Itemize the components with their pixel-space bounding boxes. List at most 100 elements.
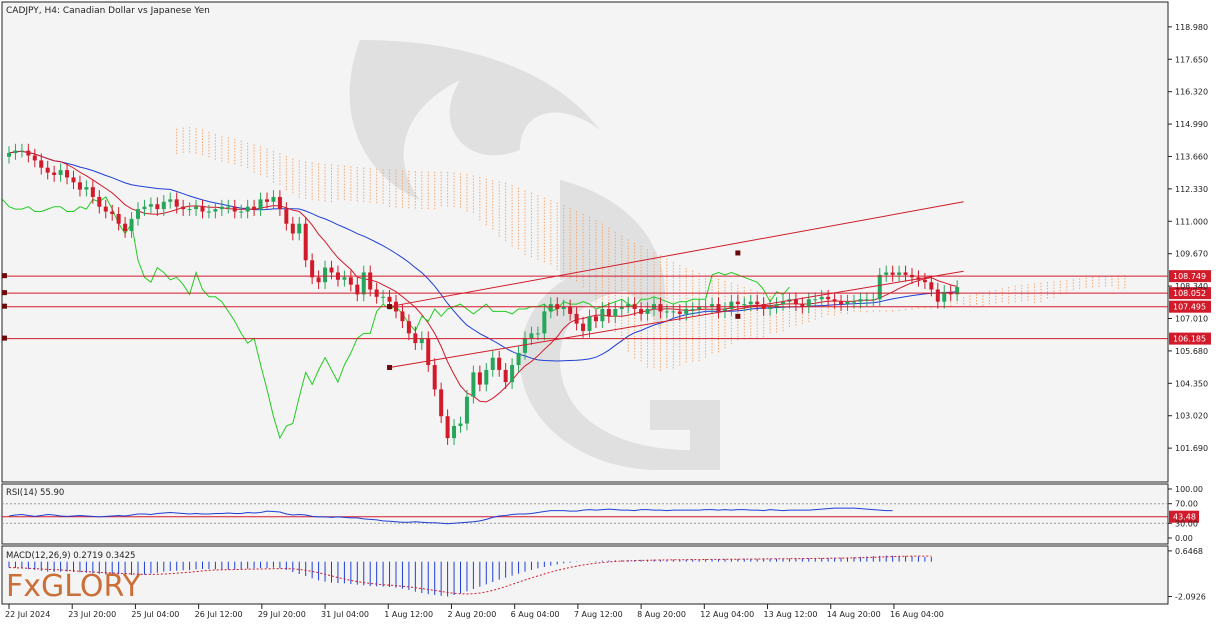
trend-line-anchor [387, 304, 393, 310]
macd-layer: 0.6468 -2.0926 [8, 547, 1206, 602]
candle-body [613, 309, 618, 317]
price-level-anchor [2, 303, 7, 309]
candle-body [516, 352, 521, 366]
candle-body [484, 369, 489, 385]
price-axis-tick-label: 118.980 [1175, 23, 1208, 32]
candle-body [871, 299, 876, 301]
candle-body [458, 423, 463, 426]
candle-body [310, 260, 315, 278]
candle-body [845, 301, 850, 305]
candle-body [252, 206, 257, 210]
price-levels-layer: 108.749 108.052 107.495 106.185 [2, 201, 1211, 370]
candle-body [400, 311, 405, 322]
candle-body [297, 223, 302, 234]
candle-body [90, 187, 95, 197]
candle-body [755, 301, 760, 305]
candle-body [561, 306, 566, 310]
price-axis-tick-label: 104.350 [1175, 379, 1208, 388]
candle-body [716, 304, 721, 312]
candle-body [206, 211, 211, 213]
price-level-tag-label: 107.495 [1173, 303, 1206, 312]
time-axis-tick-label: 26 Jul 12:00 [195, 610, 243, 619]
candle-body [819, 296, 824, 300]
candle-body [52, 172, 57, 175]
candle-body [426, 338, 431, 366]
time-axis-tick-label: 29 Jul 20:00 [258, 610, 306, 619]
candle-body [490, 357, 495, 370]
price-axis-tick-label: 112.330 [1175, 185, 1208, 194]
candle-body [168, 199, 173, 202]
candle-body [942, 291, 947, 302]
macd-pane [1, 545, 1169, 605]
candle-body [884, 272, 889, 275]
price-axis-tick-label: 109.670 [1175, 250, 1208, 259]
candle-body [452, 425, 457, 439]
candle-body [548, 304, 553, 312]
candle-body [626, 304, 631, 307]
symbol-title: CADJPY, H4: Canadian Dollar vs Japanese … [6, 6, 210, 16]
candle-body [748, 301, 753, 305]
tenkan-sen-line [8, 150, 958, 403]
candle-body [645, 309, 650, 314]
candle-body [464, 396, 469, 424]
candle-body [142, 206, 147, 210]
trend-line [389, 270, 964, 368]
price-level-tag [1169, 270, 1211, 283]
rsi-pane [1, 483, 1169, 545]
candle-body [935, 289, 940, 302]
candle-body [284, 209, 289, 224]
trend-line-anchor [735, 313, 741, 319]
candle-body [710, 304, 715, 307]
candle-body [826, 296, 831, 300]
macd-axis-tick-label: -2.0926 [1175, 593, 1206, 602]
price-axis-tick-label: 113.660 [1175, 152, 1208, 161]
candle-body [65, 170, 70, 178]
candle-body [542, 311, 547, 334]
price-axis: 118.980 117.650 116.320 114.990 113.660 112.3… [1168, 23, 1208, 453]
candle-body [103, 206, 108, 212]
candle-body [406, 321, 411, 334]
candle-body [839, 301, 844, 305]
candle-body [290, 223, 295, 234]
rsi-title: RSI(14) 55.90 [6, 488, 64, 498]
candle-body [735, 301, 740, 305]
candle-body [697, 306, 702, 310]
time-axis-tick-label: 13 Aug 12:00 [764, 610, 818, 619]
candle-body [639, 309, 644, 314]
time-axis-tick-label: 14 Aug 20:00 [827, 610, 881, 619]
time-axis: 22 Jul 2024 23 Jul 20:00 25 Jul 04:00 26 Ju… [5, 604, 944, 619]
candle-body [593, 316, 598, 322]
candle-body [148, 204, 153, 207]
price-axis-tick-label: 116.320 [1175, 88, 1208, 97]
candle-body [13, 150, 18, 154]
price-level-tag-label: 106.185 [1173, 335, 1206, 344]
candle-body [271, 196, 276, 202]
candle-body [226, 206, 231, 208]
time-axis-tick-label: 7 Aug 12:00 [574, 610, 623, 619]
price-axis-tick-label: 114.990 [1175, 120, 1208, 129]
rsi-axis-tick-label: 30.00 [1175, 519, 1198, 528]
candle-body [568, 306, 573, 314]
candle-body [929, 282, 934, 290]
candle-body [258, 199, 263, 210]
price-level-tag-label: 108.749 [1173, 272, 1206, 281]
rsi-line [8, 507, 893, 525]
candle-body [7, 153, 11, 157]
candle-body [477, 372, 482, 385]
candle-body [45, 167, 50, 173]
candle-body [155, 204, 160, 210]
candles-layer [7, 143, 960, 445]
candle-body [781, 301, 785, 305]
price-axis-tick-label: 111.000 [1175, 217, 1208, 226]
rsi-marker-tag [1169, 510, 1199, 523]
candle-body [213, 209, 218, 212]
time-axis-tick-label: 12 Aug 04:00 [700, 610, 754, 619]
price-axis-tick-label: 107.010 [1175, 315, 1208, 324]
candle-body [419, 338, 424, 344]
candle-body [529, 333, 534, 339]
candle-body [123, 223, 128, 232]
candle-body [387, 296, 392, 302]
candle-body [181, 206, 186, 210]
candle-body [677, 311, 682, 314]
